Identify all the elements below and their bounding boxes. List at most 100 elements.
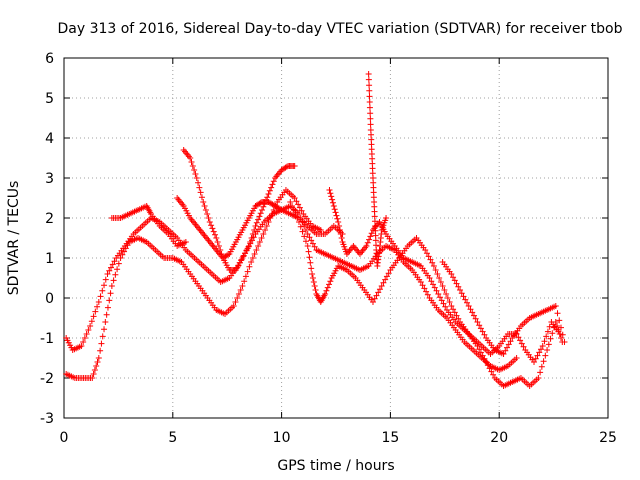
data-point-marker [317,227,324,233]
data-point-marker [421,285,428,292]
data-point-marker [438,297,445,304]
data-point-marker [291,163,298,169]
data-point-marker [556,317,563,324]
data-point-marker [436,275,443,281]
data-point-marker [259,207,266,213]
data-point-marker [310,279,317,285]
data-point-marker [540,358,547,365]
data-point-marker [336,227,343,233]
data-point-marker [367,233,374,240]
y-tick-label: -2 [40,371,54,387]
data-point-marker [248,235,255,241]
data-point-marker [121,248,128,255]
data-point-marker [299,228,306,235]
data-point-marker [242,273,249,280]
data-point-marker [263,223,270,229]
y-tick-label: 6 [45,51,54,67]
data-point-marker [426,275,433,281]
data-point-marker [302,238,309,245]
data-point-marker [83,331,90,337]
data-point-marker [457,287,464,293]
data-point-marker [309,275,316,281]
data-point-marker [214,239,221,245]
data-point-marker [515,334,522,341]
data-point-marker [111,258,118,265]
data-point-marker [367,115,374,122]
data-point-marker [559,331,566,338]
data-point-marker [225,251,232,258]
data-point-marker [455,283,462,290]
data-point-marker [365,76,372,83]
data-point-marker [463,299,470,306]
data-point-marker [365,71,372,77]
data-point-marker [301,233,308,240]
data-point-marker [90,371,97,377]
data-point-marker [541,338,548,345]
data-series [63,71,568,389]
series-track [287,199,566,389]
y-axis-label: SDTVAR / TECUs [6,181,22,296]
data-point-marker [429,259,436,266]
data-point-marker [462,296,469,303]
data-point-marker [119,251,126,258]
data-point-marker [539,343,546,349]
data-point-marker [309,240,316,247]
data-point-marker [448,303,455,309]
data-point-marker [518,340,525,347]
data-point-marker [432,267,439,273]
data-point-marker [545,341,552,348]
plot-frame [63,57,609,419]
data-point-marker [366,93,373,100]
data-point-marker [554,310,561,317]
data-point-marker [245,243,252,249]
data-point-marker [557,335,564,341]
data-point-marker [287,199,294,205]
data-point-marker [419,282,426,289]
data-point-marker [97,347,104,354]
y-tick-label: 2 [45,211,54,227]
data-point-marker [92,308,99,315]
data-point-marker [101,326,108,333]
data-point-marker [557,331,564,337]
data-point-marker [437,279,444,285]
data-point-marker [378,283,385,289]
data-point-marker [440,300,447,307]
data-point-marker [477,325,484,332]
data-point-marker [255,216,262,223]
data-point-marker [458,290,465,297]
data-point-marker [295,201,302,208]
data-point-marker [290,207,297,213]
data-point-marker [191,167,198,173]
data-point-marker [91,367,98,373]
data-point-marker [329,199,336,206]
data-point-marker [283,163,290,170]
data-point-marker [93,363,100,369]
data-point-marker [201,203,208,209]
data-point-marker [369,299,376,305]
data-point-marker [187,155,194,161]
x-tick-label: 5 [168,430,177,446]
data-point-marker [289,203,296,209]
data-point-marker [513,355,520,361]
data-point-marker [312,287,319,293]
data-point-marker [269,181,276,188]
data-point-marker [327,190,334,197]
data-point-marker [189,163,196,169]
data-point-marker [208,222,215,229]
data-point-marker [517,337,524,344]
data-point-marker [102,276,109,283]
data-point-marker [307,259,314,266]
data-point-marker [95,355,102,361]
data-point-marker [337,231,344,237]
data-point-marker [192,171,199,177]
data-point-marker [520,343,527,350]
data-point-marker [309,271,316,277]
data-point-marker [252,223,259,229]
y-tick-label: 4 [45,131,54,147]
data-point-marker [206,219,213,225]
data-point-marker [534,352,541,359]
data-point-marker [104,304,111,311]
data-point-marker [103,311,110,318]
data-point-marker [483,359,490,365]
